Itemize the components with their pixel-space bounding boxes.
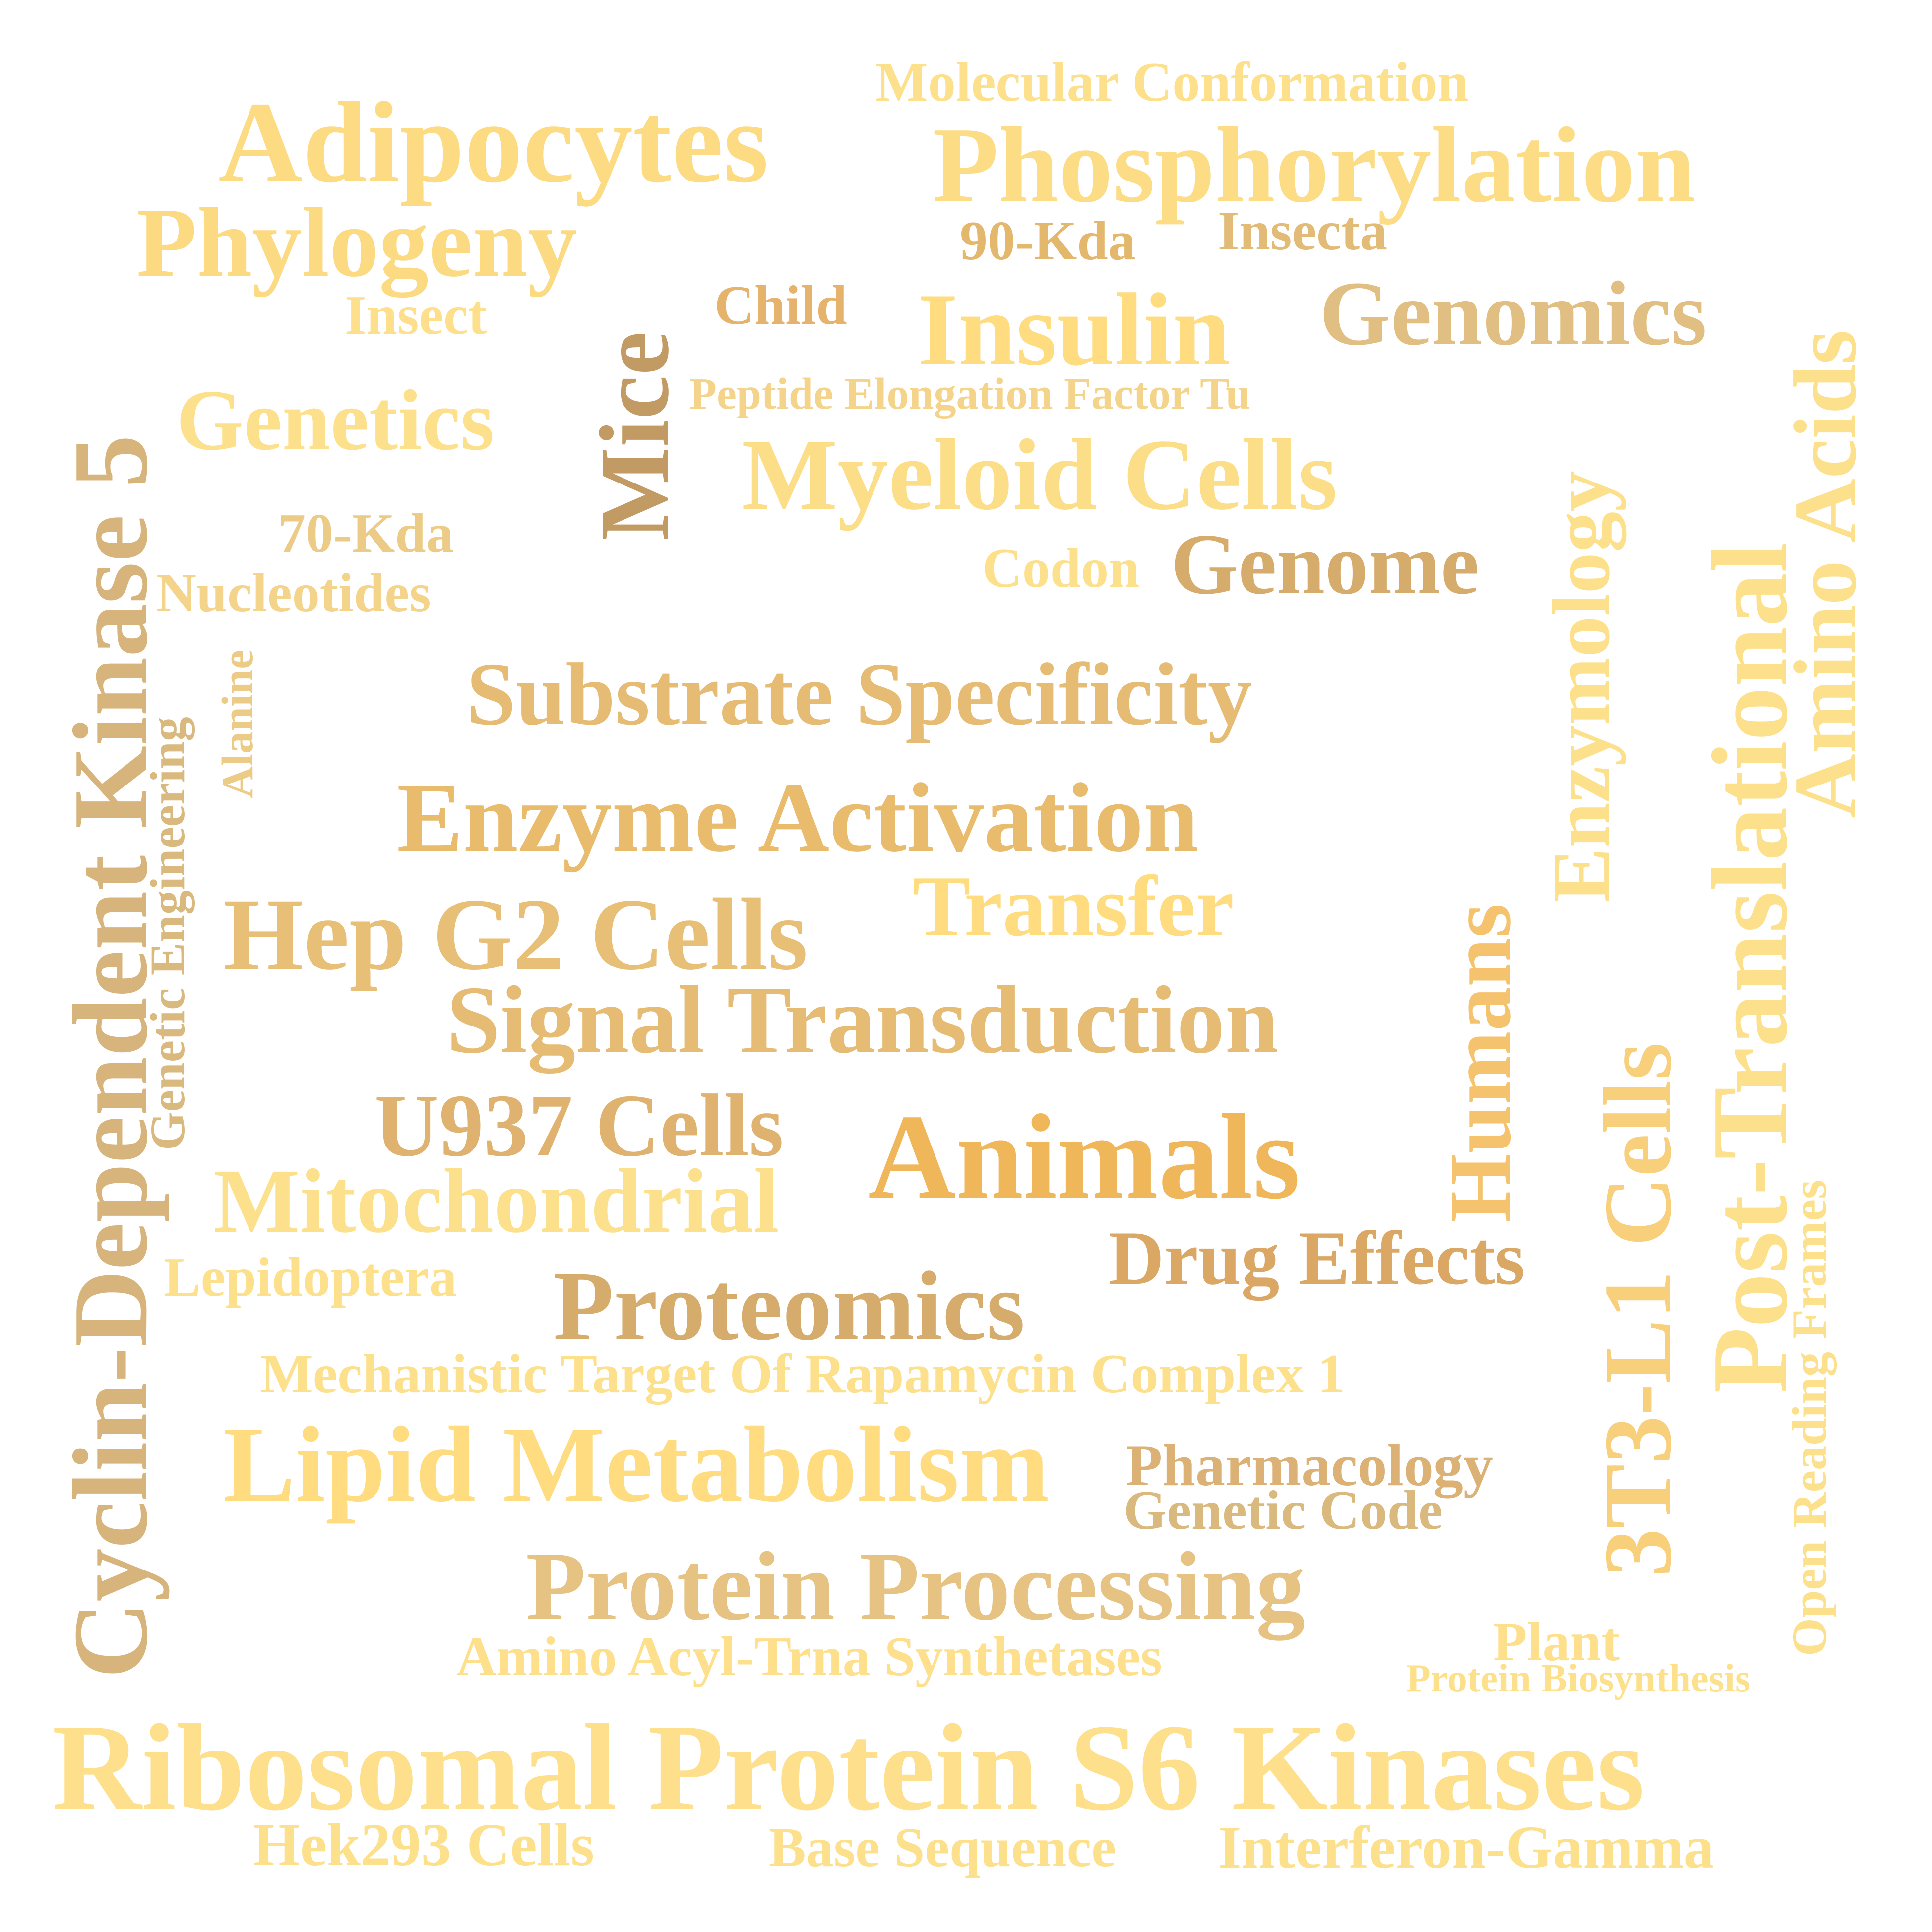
- word-enzyme-activation: Enzyme Activation: [397, 763, 1199, 873]
- word-molecular-conformation: Molecular Conformation: [875, 52, 1469, 113]
- word-phosphorylation: Phosphorylation: [933, 106, 1696, 225]
- word-mitochondrial: Mitochondrial: [213, 1150, 779, 1252]
- word-amino-acids: Amino Acids: [1776, 329, 1874, 818]
- word-myeloid-cells: Myeloid Cells: [742, 419, 1338, 531]
- word-alanine: Alanine: [213, 649, 262, 798]
- word-u937-cells: U937 Cells: [374, 1076, 784, 1175]
- word-open-reading-frames: Open Reading Frames: [1782, 1179, 1837, 1656]
- word-interferon-gamma: Interferon-Gamma: [1218, 1814, 1714, 1881]
- word-child: Child: [714, 275, 847, 336]
- word-signal-transduction: Signal Transduction: [446, 966, 1279, 1074]
- word-peptide-elongation-factor-tu: Peptide Elongation Factor Tu: [689, 369, 1250, 419]
- word-insecta: Insecta: [1218, 200, 1388, 262]
- word-phylogeny: Phylogeny: [136, 188, 577, 298]
- word-protein-processing: Protein Processing: [526, 1532, 1305, 1640]
- word-genome: Genome: [1171, 516, 1480, 612]
- word-90-kda: 90-Kda: [960, 210, 1136, 272]
- word-70-kda: 70-Kda: [278, 503, 454, 564]
- word-ribosomal-protein-s6-kinases: Ribosomal Protein S6 Kinases: [52, 1699, 1645, 1836]
- word-hek293-cells: Hek293 Cells: [253, 1811, 594, 1878]
- word-insect: Insect: [345, 285, 487, 346]
- word-genetic-engineering: Genetic Engineering: [140, 717, 195, 1150]
- word-genetics: Genetics: [176, 372, 495, 468]
- word-pharmacology: Pharmacology: [1126, 1432, 1493, 1498]
- word-humans: Humans: [1431, 904, 1529, 1222]
- word-amino-acyl-trna-synthetases: Amino Acyl-Trna Synthetases: [456, 1626, 1162, 1688]
- word-protein-biosynthesis: Protein Biosynthesis: [1406, 1657, 1751, 1700]
- word-enzymology: Enzymology: [1536, 471, 1626, 903]
- word-mtorc1: Mechanistic Target Of Rapamycin Complex …: [260, 1343, 1345, 1405]
- word-lipid-metabolism: Lipid Metabolism: [223, 1405, 1050, 1524]
- word-hep-g2-cells: Hep G2 Cells: [223, 877, 808, 991]
- word-nucleotides: Nucleotides: [156, 562, 431, 624]
- word-3t3-l1-cells: 3T3-L1 Cells: [1584, 1042, 1691, 1577]
- word-transfer: Transfer: [913, 858, 1234, 954]
- word-drug-effects: Drug Effects: [1109, 1215, 1525, 1301]
- word-proteomics: Proteomics: [553, 1252, 1025, 1361]
- word-codon: Codon: [982, 538, 1140, 599]
- word-genetic-code: Genetic Code: [1123, 1480, 1443, 1541]
- word-substrate-specificity: Substrate Specificity: [466, 645, 1252, 743]
- word-insulin: Insulin: [918, 272, 1231, 387]
- word-genomics: Genomics: [1319, 263, 1707, 364]
- word-mice: Mice: [580, 331, 689, 541]
- word-base-sequence: Base Sequence: [769, 1817, 1116, 1878]
- word-lepidoptera: Lepidoptera: [164, 1247, 457, 1308]
- word-plant: Plant: [1493, 1611, 1620, 1673]
- word-adipocytes: Adipocytes: [218, 78, 769, 207]
- word-animals: Animals: [868, 1089, 1301, 1224]
